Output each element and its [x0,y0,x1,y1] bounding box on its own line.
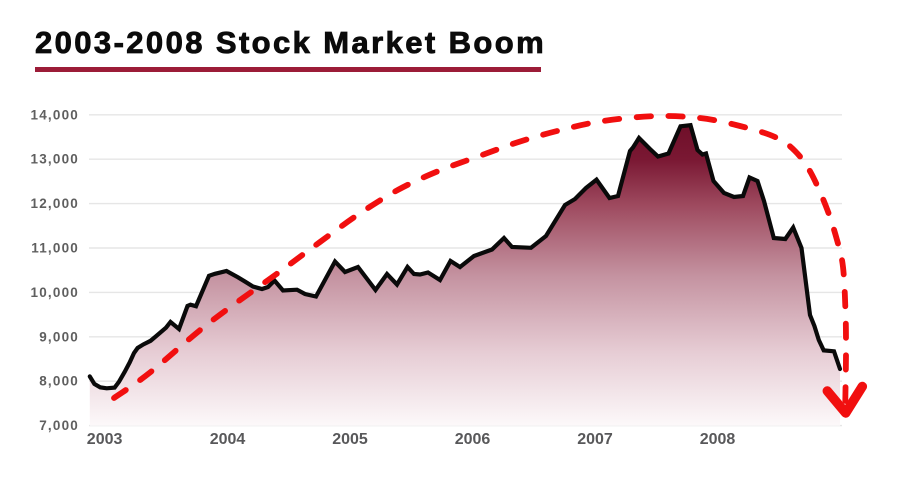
svg-text:2005: 2005 [332,431,368,448]
svg-text:12,000: 12,000 [31,196,80,211]
svg-text:2003: 2003 [87,431,123,448]
svg-text:2007: 2007 [577,431,613,448]
svg-text:2004: 2004 [210,431,246,448]
svg-text:8,000: 8,000 [39,374,79,389]
svg-text:9,000: 9,000 [39,329,79,344]
svg-text:7,000: 7,000 [39,418,79,433]
svg-text:10,000: 10,000 [31,285,80,300]
svg-text:2006: 2006 [455,431,491,448]
svg-text:2008: 2008 [700,431,736,448]
svg-text:13,000: 13,000 [31,152,80,167]
svg-text:11,000: 11,000 [31,241,79,256]
svg-text:14,000: 14,000 [31,107,80,122]
